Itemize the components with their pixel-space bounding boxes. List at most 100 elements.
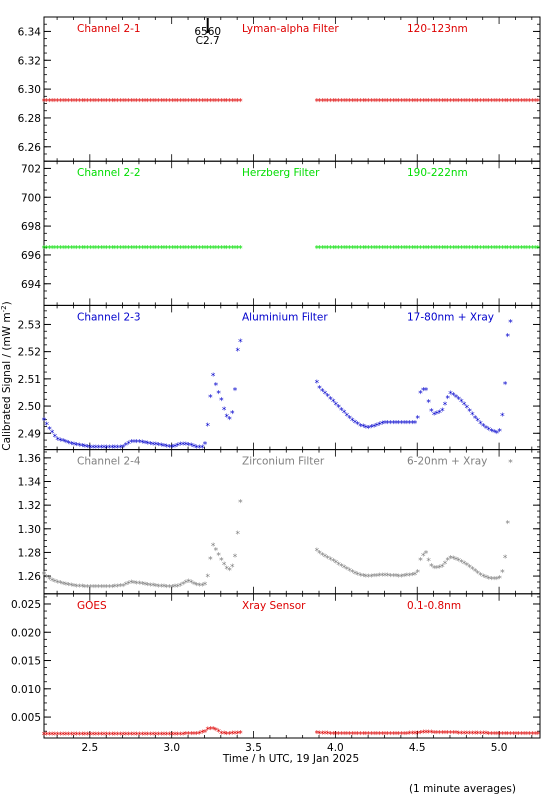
data-point: *: [178, 245, 183, 255]
data-point: *: [77, 442, 82, 452]
data-point: *: [145, 245, 150, 255]
data-point: *: [235, 530, 240, 540]
data-point: *: [102, 584, 107, 594]
data-point: *: [156, 442, 161, 452]
data-point: *: [356, 98, 361, 108]
data-point: *: [497, 574, 502, 584]
data-point: *: [323, 245, 328, 255]
data-point: *: [451, 98, 456, 108]
y-tick-label: 0.005: [11, 712, 41, 724]
data-point: *: [118, 98, 123, 108]
data-point: *: [522, 730, 527, 740]
data-point: *: [238, 730, 243, 740]
data-point: *: [353, 570, 358, 580]
x-tick-label: 3.5: [245, 742, 262, 754]
data-point: *: [107, 245, 112, 255]
data-point: *: [325, 554, 330, 564]
data-point: *: [424, 550, 429, 560]
data-point: *: [129, 245, 134, 255]
data-point: *: [47, 426, 52, 436]
data-point: *: [137, 580, 142, 590]
data-point: *: [159, 583, 164, 593]
panel-band-label: 6-20nm + Xray: [407, 456, 487, 468]
data-point: *: [416, 245, 421, 255]
data-point: *: [358, 422, 363, 432]
data-point: *: [211, 542, 216, 552]
data-point: *: [500, 245, 505, 255]
data-point: *: [358, 730, 363, 740]
data-point: *: [481, 422, 486, 432]
data-point: *: [143, 581, 148, 591]
data-point: *: [446, 245, 451, 255]
data-point: *: [511, 730, 516, 740]
data-point: *: [151, 441, 156, 451]
data-point: *: [443, 730, 448, 740]
data-point: *: [399, 419, 404, 429]
data-point: *: [110, 245, 115, 255]
data-point: *: [451, 730, 456, 740]
x-tick-label: 4.5: [409, 742, 426, 754]
data-point: *: [58, 437, 63, 447]
data-point: *: [473, 245, 478, 255]
data-point: *: [167, 731, 172, 741]
data-point: *: [451, 245, 456, 255]
data-point: *: [407, 245, 412, 255]
data-point: *: [77, 245, 82, 255]
data-point: *: [459, 98, 464, 108]
data-point: *: [105, 98, 110, 108]
x-tick-label: 3.0: [163, 742, 180, 754]
data-point: *: [421, 729, 426, 739]
y-tick-label: 1.26: [18, 571, 42, 583]
data-point: *: [88, 584, 93, 594]
data-point: *: [208, 98, 213, 108]
data-point: *: [143, 439, 148, 449]
data-point: *: [154, 98, 159, 108]
data-point: *: [181, 441, 186, 451]
series-markers: ****************************************…: [42, 458, 514, 593]
data-point: *: [462, 560, 467, 570]
data-point: *: [372, 245, 377, 255]
data-point: *: [489, 98, 494, 108]
data-point: *: [516, 98, 521, 108]
data-point: *: [402, 245, 407, 255]
data-point: *: [145, 731, 150, 741]
data-point: *: [113, 731, 118, 741]
data-point: *: [484, 98, 489, 108]
data-point: *: [467, 730, 472, 740]
data-point: *: [74, 583, 79, 593]
data-point: *: [516, 730, 521, 740]
data-point: *: [80, 443, 85, 453]
data-point: *: [118, 731, 123, 741]
data-point: *: [195, 245, 200, 255]
x-axis-label: Time / h UTC, 19 Jan 2025: [222, 753, 359, 765]
data-point: *: [192, 98, 197, 108]
data-point: *: [184, 441, 189, 451]
data-point: *: [165, 731, 170, 741]
data-point: *: [497, 98, 502, 108]
data-point: *: [195, 581, 200, 591]
data-point: *: [216, 551, 221, 561]
data-point: *: [533, 98, 538, 108]
data-point: *: [506, 332, 511, 342]
data-point: *: [50, 429, 55, 439]
data-point: *: [53, 98, 58, 108]
panel-frame: [43, 160, 541, 306]
data-point: *: [320, 98, 325, 108]
panel-band-label: 17-80nm + Xray: [407, 311, 494, 323]
data-point: *: [208, 726, 213, 736]
data-point: *: [181, 98, 186, 108]
data-point: *: [320, 245, 325, 255]
data-point: *: [200, 245, 205, 255]
data-point: *: [361, 423, 366, 433]
data-point: *: [377, 98, 382, 108]
y-tick-label: 1.28: [18, 547, 41, 559]
data-point: *: [454, 556, 459, 566]
data-point: *: [328, 395, 333, 405]
data-point: *: [178, 98, 183, 108]
data-point: *: [495, 430, 500, 440]
data-point: *: [416, 414, 421, 424]
data-point: *: [85, 245, 90, 255]
data-point: *: [377, 730, 382, 740]
data-point: *: [227, 567, 232, 577]
data-point: *: [189, 245, 194, 255]
